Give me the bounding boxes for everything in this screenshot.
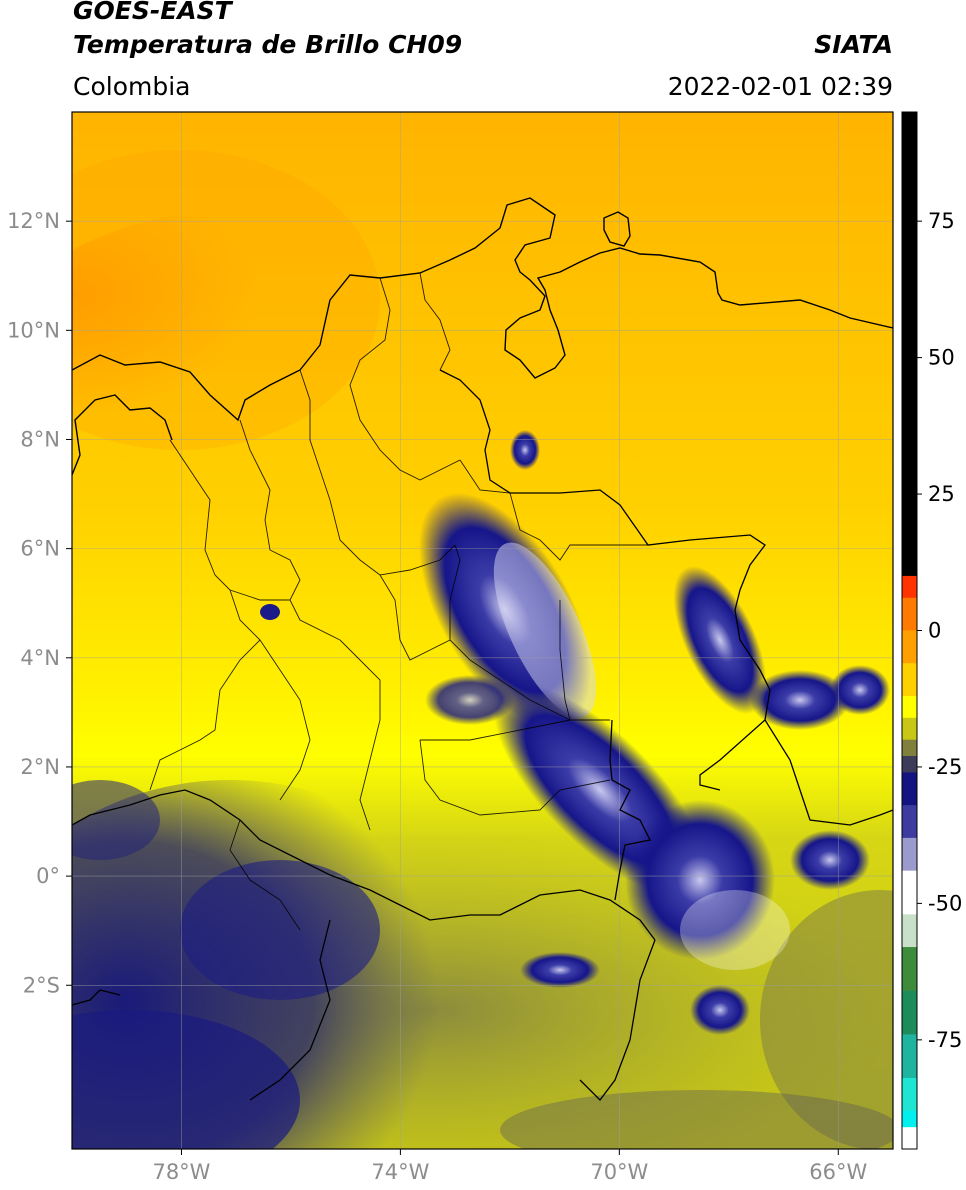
colorbar-tick-label: 75 xyxy=(928,209,955,233)
colorbar-tick-label: -75 xyxy=(928,1028,962,1052)
colorbar-segment xyxy=(902,1127,917,1150)
colorbar-tick-label: 25 xyxy=(928,482,955,506)
lon-tick-label: 78°W xyxy=(152,1160,210,1184)
lat-tick-label: 2°N xyxy=(20,755,60,779)
satellite-title: GOES-EAST xyxy=(73,0,232,25)
satellite-field xyxy=(72,112,893,1149)
lon-tick-label: 70°W xyxy=(590,1160,648,1184)
gridlines xyxy=(72,112,893,1149)
colorbar-segment xyxy=(902,630,917,664)
colorbar-segment xyxy=(902,837,917,872)
lat-tick-label: 0° xyxy=(36,864,60,888)
region-label: Colombia xyxy=(73,72,191,101)
colorbar-segment xyxy=(902,575,917,599)
colorbar-segment xyxy=(902,112,917,577)
map-frame xyxy=(71,111,894,1150)
lat-tick-label: 6°N xyxy=(20,537,60,561)
colorbar xyxy=(902,112,917,1150)
lon-tick-label: 74°W xyxy=(371,1160,429,1184)
department-borders xyxy=(149,272,648,931)
datetime-label: 2022-02-01 02:39 xyxy=(667,72,893,101)
country-borders xyxy=(72,369,893,1101)
colorbar-segment xyxy=(902,1034,917,1079)
colorbar-segment xyxy=(902,990,917,1035)
colorbar-ticks: 75 50 25 0 -25 -50 -75 xyxy=(917,209,962,1052)
convective-cloud-cluster xyxy=(260,430,890,1035)
colorbar-segment xyxy=(902,805,917,839)
colorbar-tick-label: 0 xyxy=(928,619,941,643)
colorbar-segment xyxy=(902,772,917,806)
colorbar-segment xyxy=(902,756,917,773)
colorbar-segment xyxy=(902,1110,917,1128)
colorbar-segment xyxy=(902,597,917,631)
agency-label: SIATA xyxy=(814,30,893,59)
product-title: Temperatura de Brillo CH09 xyxy=(73,30,463,59)
colorbar-segment xyxy=(902,739,917,757)
lon-tick-label: 66°W xyxy=(809,1160,867,1184)
colorbar-segment xyxy=(902,663,917,697)
lat-tick-label: 10°N xyxy=(7,318,60,342)
lat-tick-label: 8°N xyxy=(20,427,60,451)
colorbar-segment xyxy=(902,914,917,948)
colorbar-tick-label: -50 xyxy=(928,891,962,915)
colorbar-segment xyxy=(902,870,917,915)
longitude-ticks: 78°W 74°W 70°W 66°W xyxy=(152,1149,867,1184)
colorbar-segment xyxy=(902,947,917,992)
colorbar-segment xyxy=(902,1078,917,1112)
lat-tick-label: 2°S xyxy=(23,973,60,997)
lat-tick-label: 4°N xyxy=(20,646,60,670)
colorbar-segment xyxy=(902,695,917,719)
latitude-ticks: 12°N 10°N 8°N 6°N 4°N 2°N 0° 2°S xyxy=(7,209,72,997)
colorbar-tick-label: 50 xyxy=(928,346,955,370)
colorbar-tick-label: -25 xyxy=(928,755,962,779)
lat-tick-label: 12°N xyxy=(7,209,60,233)
coastlines xyxy=(72,197,893,1006)
colorbar-segment xyxy=(902,717,917,741)
